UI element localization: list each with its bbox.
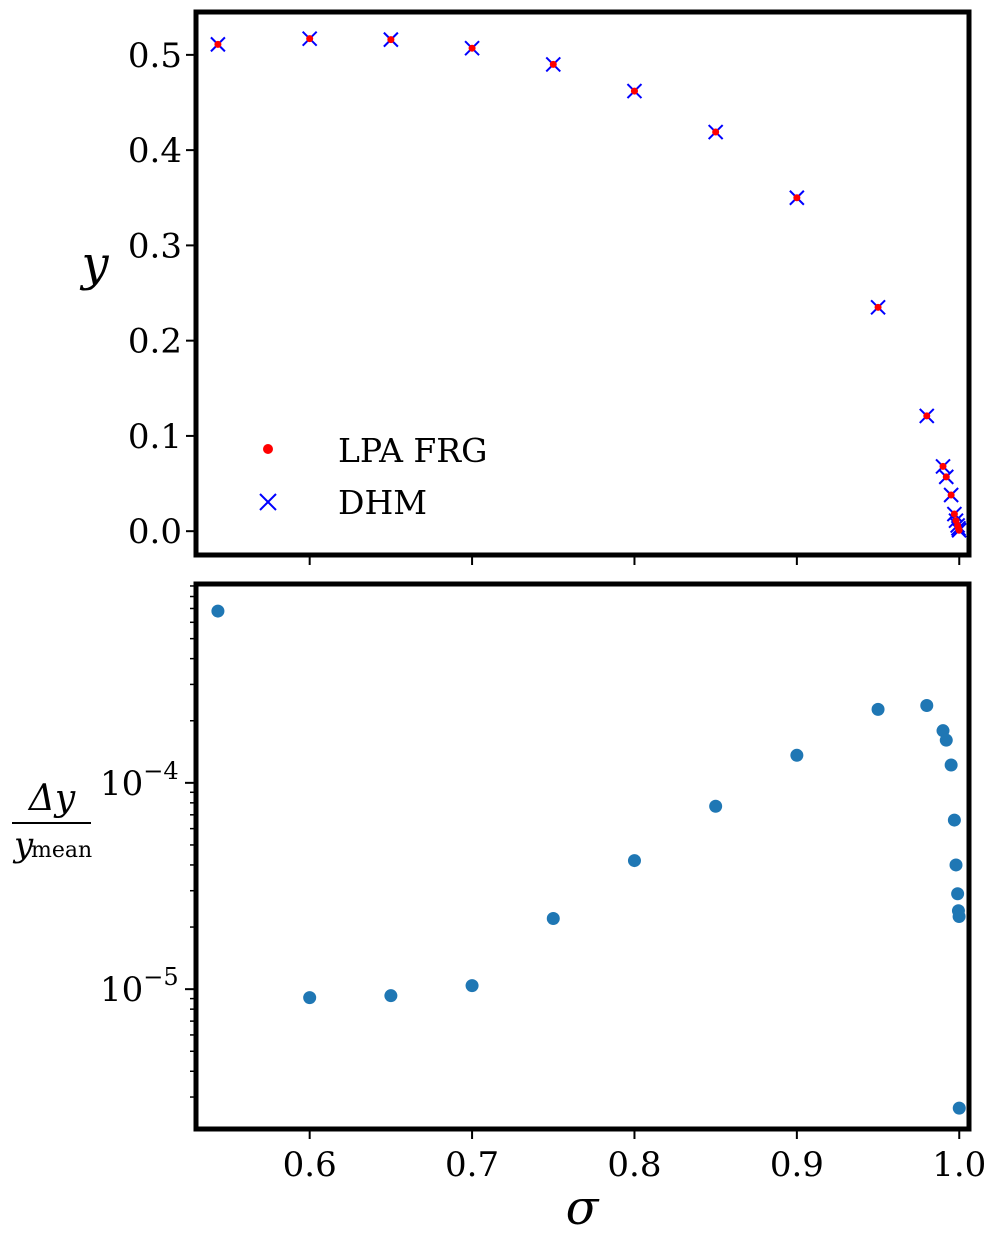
ylabel-numerator: Δy [27,778,76,819]
x-tick-label: 0.8 [607,1145,661,1185]
bottom-plot-area [211,604,966,1115]
ylabel-denominator: y [12,825,34,865]
x-tick-label: 1.0 [932,1145,986,1185]
top-plot-frame [193,9,972,558]
bottom-x-axis: 0.6 0.7 0.8 0.9 1.0 [283,1129,986,1185]
lpa-frg-point [214,40,222,48]
relative-difference-point [944,758,958,772]
ylabel-subscript: mean [31,838,92,863]
legend-label-lpa-frg: LPA FRG [338,431,488,470]
relative-difference-point [627,854,641,868]
lpa-frg-point [387,36,395,44]
relative-difference-point [546,912,560,926]
lpa-frg-point [793,194,801,202]
lpa-frg-point [923,412,931,420]
lpa-frg-point [549,60,557,68]
bottom-y-tick-label: 10−5 [100,963,179,1010]
relative-difference-point [949,858,963,872]
top-y-tick-label: 0.0 [128,512,182,552]
x-axis-label: σ [566,1180,600,1236]
lpa-frg-point [630,87,638,95]
lpa-frg-point [306,35,314,43]
relative-difference-point [952,910,966,924]
relative-difference-point [871,702,885,716]
lpa-frg-point [468,44,476,52]
top-y-tick-label: 0.5 [128,36,182,76]
lpa-frg-point [874,303,882,311]
lpa-frg-point [947,491,955,499]
top-y-axis: 0.0 0.1 0.2 0.3 0.4 0.5 [128,36,196,552]
lpa-frg-point [942,473,950,481]
bottom-y-tick-label: 10−4 [100,757,179,804]
bottom-plot-frame [193,581,972,1132]
relative-difference-point [303,991,317,1005]
lpa-frg-point [950,510,958,518]
top-panel: 0.0 0.1 0.2 0.3 0.4 0.5 y LPA FRG DHM [79,9,972,565]
bottom-y-axis: 10−5 10−4 [100,585,196,1098]
top-y-tick-label: 0.3 [128,226,182,266]
legend-label-dhm: DHM [338,483,427,522]
legend-marker-dhm [259,493,277,511]
relative-difference-point [790,748,804,762]
relative-difference-point [211,604,225,618]
top-y-axis-label: y [79,236,109,292]
top-y-tick-label: 0.4 [128,131,182,171]
relative-difference-point [939,733,953,747]
x-tick-label: 0.9 [770,1145,824,1185]
relative-difference-point [951,887,965,901]
relative-difference-point [952,1101,966,1115]
bottom-y-axis-label: Δy y mean [12,778,92,865]
relative-difference-point [920,699,934,713]
top-plot-area [210,30,967,538]
x-tick-label: 0.6 [283,1145,337,1185]
lpa-frg-point [939,462,947,470]
x-tick-label: 0.7 [445,1145,499,1185]
top-y-tick-label: 0.2 [128,322,182,362]
legend: LPA FRG DHM [259,431,488,522]
legend-marker-lpa-frg [263,444,273,454]
relative-difference-point [465,979,479,993]
lpa-frg-point [712,128,720,136]
relative-difference-point [384,989,398,1003]
top-y-tick-label: 0.1 [128,417,182,457]
relative-difference-point [709,799,723,813]
bottom-panel: 10−5 10−4 0.6 0.7 0.8 0.9 1.0 Δy y mean σ [12,581,986,1236]
lpa-frg-point [955,526,963,534]
relative-difference-point [947,813,961,827]
